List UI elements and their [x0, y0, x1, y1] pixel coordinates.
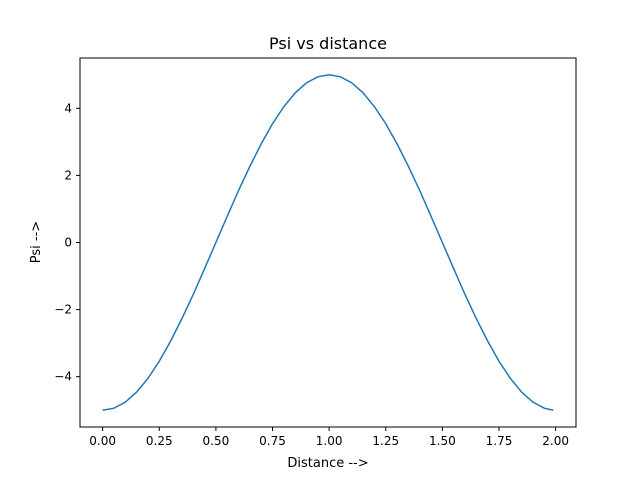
- x-tick-label: 1.75: [486, 434, 513, 448]
- y-tick-label: 0: [64, 236, 72, 250]
- plot-area: [102, 74, 554, 411]
- y-axis-ticks: −4 −2 0 2 4: [54, 101, 80, 384]
- x-tick-label: 1.00: [316, 434, 343, 448]
- y-tick-label: −2: [54, 303, 72, 317]
- y-tick-label: 4: [64, 101, 72, 115]
- x-tick-label: 2.00: [542, 434, 569, 448]
- y-axis-label: Psi -->: [29, 221, 44, 263]
- x-axis-ticks: 0.00 0.25 0.50 0.75 1.00 1.25 1.50 1.75 2.00: [89, 427, 569, 448]
- x-tick-label: 0.25: [146, 434, 173, 448]
- x-tick-label: 1.25: [372, 434, 399, 448]
- x-tick-label: 0.75: [259, 434, 286, 448]
- x-axis-label: Distance -->: [287, 456, 368, 471]
- x-tick-label: 0.00: [89, 434, 116, 448]
- y-tick-label: −4: [54, 370, 72, 384]
- x-tick-label: 0.50: [203, 434, 230, 448]
- chart-title: Psi vs distance: [269, 34, 387, 53]
- series-line-0: [102, 74, 554, 411]
- x-tick-label: 1.50: [429, 434, 456, 448]
- y-tick-label: 2: [64, 168, 72, 182]
